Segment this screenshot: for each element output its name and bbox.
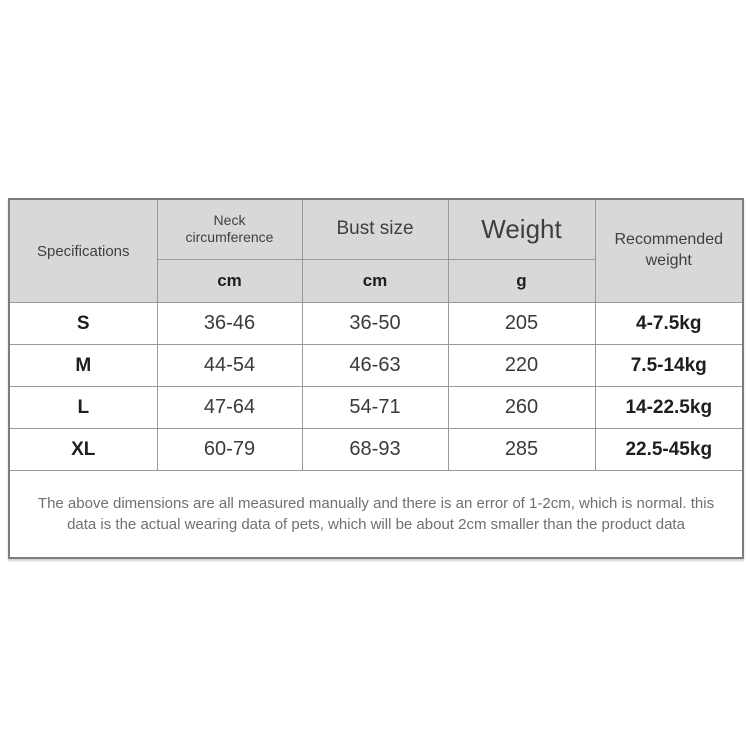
size-cell: XL xyxy=(8,428,158,471)
weight-cell: 260 xyxy=(447,386,596,429)
neck-cell: 36-46 xyxy=(156,302,303,345)
weight-cell: 205 xyxy=(447,302,596,345)
header-specifications: Specifications xyxy=(8,198,158,303)
neck-cell: 60-79 xyxy=(156,428,303,471)
header-neck-circumference: Neck circumference xyxy=(156,198,303,260)
weight-cell: 285 xyxy=(447,428,596,471)
neck-cell: 44-54 xyxy=(156,344,303,387)
recommended-cell: 14-22.5kg xyxy=(594,386,744,429)
bust-cell: 54-71 xyxy=(301,386,449,429)
header-recommended-label: Recommended weight xyxy=(614,231,724,269)
size-cell: L xyxy=(8,386,158,429)
table-row-l: L 47-64 54-71 260 14-22.5kg xyxy=(8,386,744,429)
neck-cell: 47-64 xyxy=(156,386,303,429)
note-row: The above dimensions are all measured ma… xyxy=(8,470,744,559)
recommended-cell: 22.5-45kg xyxy=(594,428,744,471)
header-row: Specifications Neck circumference Bust s… xyxy=(8,198,744,303)
neck-unit: cm xyxy=(156,258,303,304)
recommended-cell: 7.5-14kg xyxy=(594,344,744,387)
table-row-xl: XL 60-79 68-93 285 22.5-45kg xyxy=(8,428,744,471)
size-cell: S xyxy=(8,302,158,345)
table-row-m: M 44-54 46-63 220 7.5-14kg xyxy=(8,344,744,387)
bust-cell: 46-63 xyxy=(301,344,449,387)
measurement-note: The above dimensions are all measured ma… xyxy=(8,470,744,559)
size-chart-image: Specifications Neck circumference Bust s… xyxy=(8,198,744,559)
unit-row: cm cm g xyxy=(9,258,743,304)
header-recommended-weight: Recommended weight xyxy=(594,198,744,303)
bust-unit: cm xyxy=(301,258,449,304)
header-bust-size: Bust size xyxy=(301,198,449,260)
header-neck-label: Neck circumference xyxy=(185,211,274,246)
header-weight: Weight xyxy=(447,198,596,260)
bust-cell: 68-93 xyxy=(301,428,449,471)
recommended-cell: 4-7.5kg xyxy=(594,302,744,345)
weight-cell: 220 xyxy=(447,344,596,387)
table-row-s: S 36-46 36-50 205 4-7.5kg xyxy=(8,302,744,345)
size-chart-table: Specifications Neck circumference Bust s… xyxy=(8,198,744,559)
weight-unit: g xyxy=(447,258,596,304)
size-cell: M xyxy=(8,344,158,387)
bust-cell: 36-50 xyxy=(301,302,449,345)
